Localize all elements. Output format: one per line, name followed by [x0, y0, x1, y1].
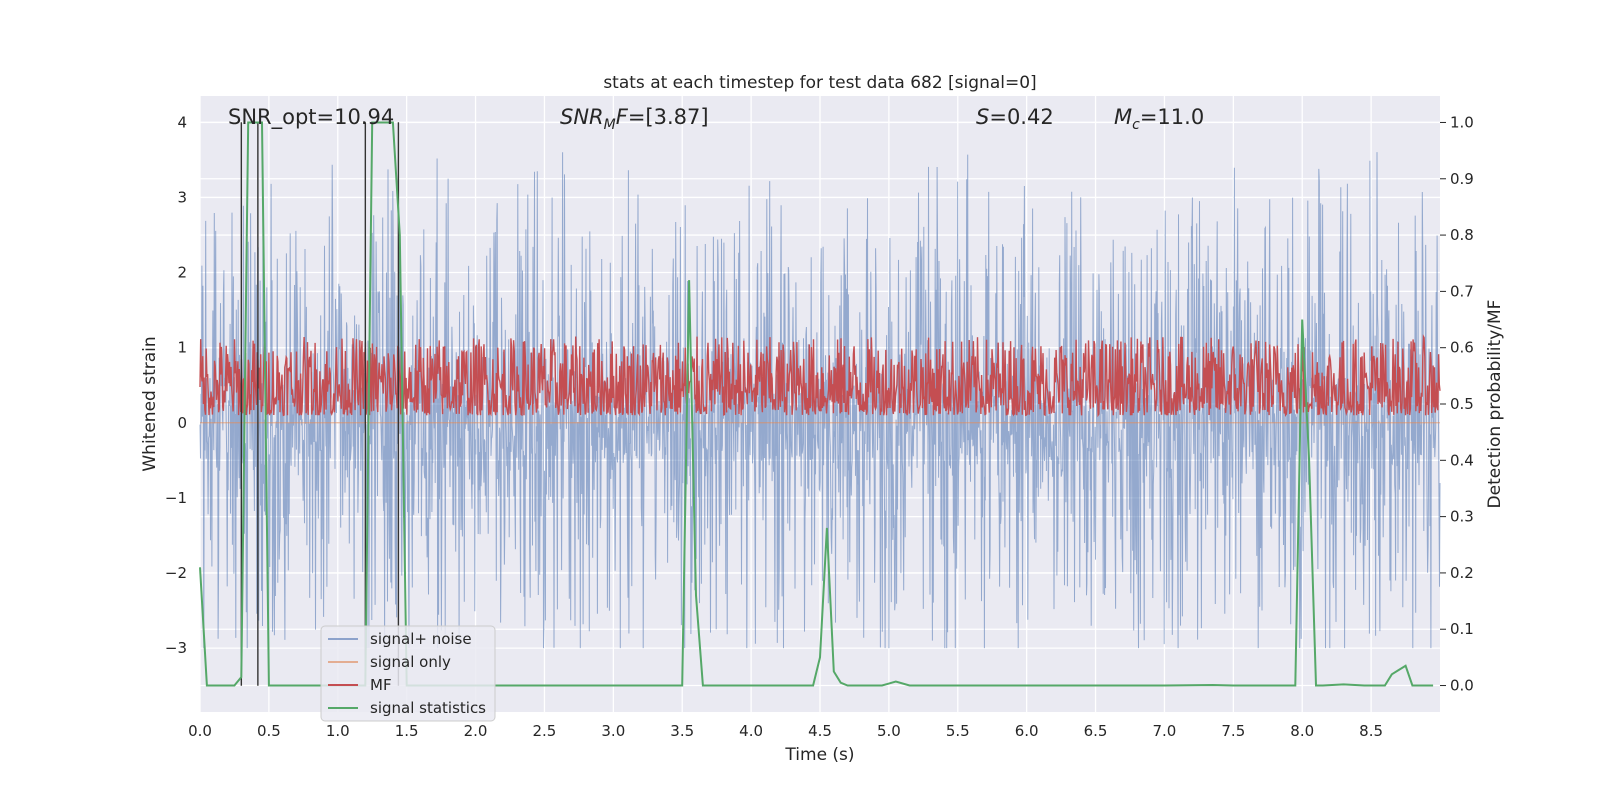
- x-tick-label: 7.5: [1221, 722, 1245, 740]
- y-axis-right-label: Detection probability/MF: [1485, 300, 1505, 509]
- x-tick-label: 1.5: [395, 722, 419, 740]
- annotation-mc-rest: =11.0: [1140, 105, 1204, 129]
- annotation-snr-mf-base: SNR: [560, 105, 604, 129]
- y-right-tick-label: 0.4: [1450, 451, 1474, 469]
- x-axis-ticks: 0.0 0.5 1.0 1.5 2.0 2.5 3.0 3.5 4.0 4.5 5.0 5.5 6.0 6…: [188, 722, 1383, 740]
- x-tick-label: 8.0: [1290, 722, 1314, 740]
- x-tick-label: 4.5: [808, 722, 832, 740]
- x-tick-label: 5.0: [877, 722, 901, 740]
- x-tick-label: 8.5: [1359, 722, 1383, 740]
- y-left-tick-label: 2: [177, 264, 187, 282]
- y-left-tick-label: 1: [177, 339, 187, 357]
- y-axis-left-label: Whitened strain: [140, 336, 160, 471]
- x-tick-label: 6.5: [1084, 722, 1108, 740]
- y-axis-left-ticks: 4 3 2 1 0 −1 −2 −3: [165, 113, 187, 657]
- annotation-s-rest: =0.42: [989, 105, 1053, 129]
- x-tick-label: 2.5: [533, 722, 557, 740]
- series-mf: [199, 334, 1441, 418]
- annotation-snr-mf-rest-italic: F: [616, 105, 629, 129]
- legend-box: [320, 625, 496, 722]
- x-tick-label: 7.0: [1153, 722, 1177, 740]
- x-axis-label: Time (s): [784, 745, 854, 765]
- y-left-tick-label: −2: [165, 564, 187, 582]
- y-right-tick-label: 0.9: [1450, 170, 1474, 188]
- y-left-tick-label: 4: [177, 113, 187, 131]
- y-left-tick-label: −1: [165, 489, 187, 507]
- x-tick-label: 4.0: [739, 722, 763, 740]
- x-tick-label: 3.5: [670, 722, 694, 740]
- mf-line: [199, 334, 1441, 418]
- annotation-mc-base: M: [1114, 105, 1132, 129]
- x-tick-label: 1.0: [326, 722, 350, 740]
- y-right-tick-label: 0.6: [1450, 339, 1474, 357]
- y-right-tick-label: 0.1: [1450, 620, 1474, 638]
- annotation-mc: Mc=11.0: [1114, 105, 1204, 133]
- y-right-tick-label: 0.7: [1450, 282, 1474, 300]
- legend-label-mf: MF: [370, 676, 392, 694]
- y-right-tick-label: 0.8: [1450, 226, 1474, 244]
- y-right-tick-label: 0.5: [1450, 395, 1474, 413]
- legend: signal+ noise signal only MF signal stat…: [320, 625, 496, 722]
- chart-title: stats at each timestep for test data 682…: [603, 73, 1036, 93]
- signal-noise-line: [199, 152, 1441, 649]
- x-tick-label: 0.0: [188, 722, 212, 740]
- series-signal-statistics: [199, 121, 1434, 687]
- annotation-snr-mf: SNRMF=[3.87]: [560, 105, 709, 133]
- legend-label-signal-only: signal only: [370, 653, 451, 671]
- y-right-tick-label: 0.0: [1450, 677, 1474, 695]
- signal-statistics-line: [199, 121, 1434, 687]
- legend-label-signal-statistics: signal statistics: [370, 699, 486, 717]
- series-signal-noise: [199, 152, 1441, 649]
- x-tick-label: 6.0: [1015, 722, 1039, 740]
- annotation-mc-sub: c: [1132, 117, 1140, 133]
- x-tick-label: 2.0: [464, 722, 488, 740]
- y-right-tick-label: 0.2: [1450, 564, 1474, 582]
- x-tick-label: 5.5: [946, 722, 970, 740]
- y-right-tick-label: 0.3: [1450, 508, 1474, 526]
- legend-label-signal-noise: signal+ noise: [370, 630, 472, 648]
- y-left-tick-label: 0: [177, 414, 187, 432]
- annotation-s: S=0.42: [976, 105, 1054, 129]
- annotation-snr-mf-sub: M: [604, 117, 616, 133]
- y-right-tick-label: 1.0: [1450, 113, 1474, 131]
- annotation-snr-mf-value: =[3.87]: [628, 105, 709, 129]
- y-left-tick-label: 3: [177, 188, 187, 206]
- x-tick-label: 0.5: [257, 722, 281, 740]
- annotation-snr-opt: SNR_opt=10.94: [228, 105, 394, 130]
- y-axis-right-ticks: 1.0 0.9 0.8 0.7 0.6 0.5 0.4 0.3 0.2 0.1 0.0: [1440, 113, 1474, 695]
- y-left-tick-label: −3: [165, 639, 187, 657]
- x-tick-label: 3.0: [601, 722, 625, 740]
- annotation-s-base: S: [976, 105, 989, 129]
